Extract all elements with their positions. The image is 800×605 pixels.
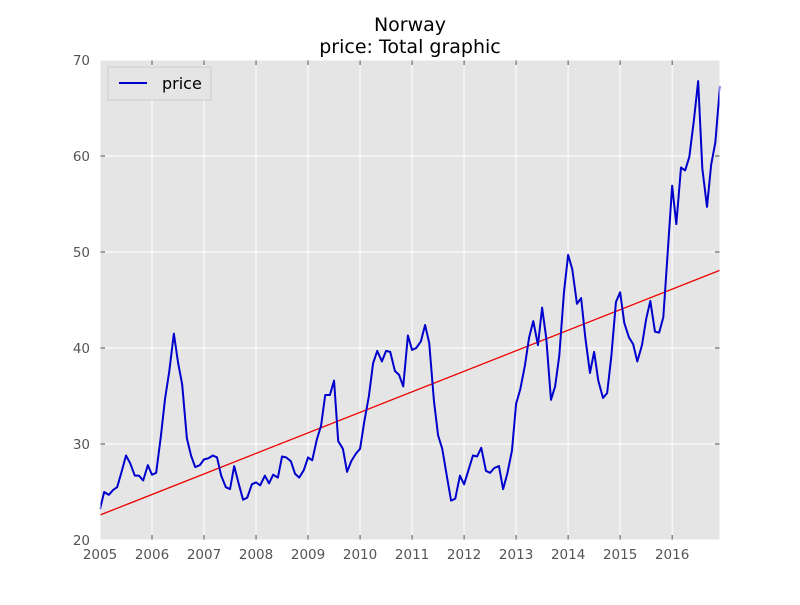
legend-label-price: price (162, 74, 202, 93)
series-layer (99, 80, 721, 510)
x-tick-label: 2006 (135, 547, 169, 563)
x-tick-label: 2012 (447, 547, 481, 563)
x-tick-label: 2014 (551, 547, 585, 563)
x-tick-label: 2008 (239, 547, 273, 563)
y-tick-label: 60 (73, 149, 90, 165)
y-tick-label: 50 (73, 245, 90, 261)
y-tick-label: 70 (73, 53, 90, 69)
y-tick-label: 30 (73, 437, 90, 453)
x-tick-label: 2016 (655, 547, 689, 563)
trend-layer (99, 269, 721, 516)
x-tick-label: 2009 (291, 547, 325, 563)
trend-line (99, 269, 721, 516)
x-tick-label: 2005 (83, 547, 117, 563)
plot-frame (99, 59, 721, 541)
chart-subtitle: price: Total graphic (319, 36, 500, 58)
y-tick-label: 40 (73, 341, 90, 357)
plot-area (100, 60, 720, 540)
legend: price (107, 66, 212, 101)
x-tick-label: 2015 (603, 547, 637, 563)
x-tick-label: 2010 (343, 547, 377, 563)
x-tick-label: 2011 (395, 547, 429, 563)
x-tick-label: 2007 (187, 547, 221, 563)
y-tick-label: 20 (73, 533, 90, 549)
axis-ticks: 2005 2006 2007 2008 2009 2010 2011 2012 2013 2014… (73, 53, 721, 563)
series-line-price (99, 80, 721, 510)
x-tick-label: 2013 (499, 547, 533, 563)
chart-title: Norway (374, 14, 446, 36)
